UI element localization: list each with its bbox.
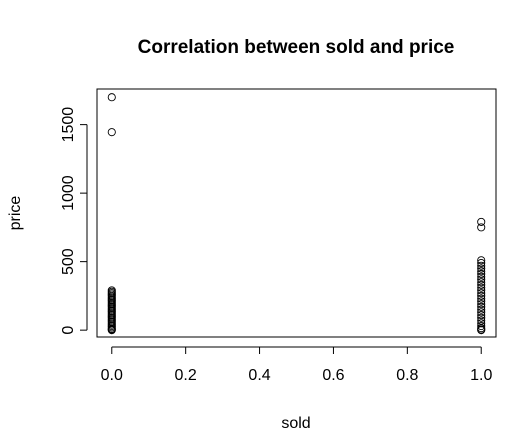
data-point	[477, 280, 486, 289]
y-tick-label: 0	[60, 326, 77, 335]
data-point	[477, 300, 486, 309]
data-point	[477, 289, 486, 298]
x-tick-label: 1.0	[470, 367, 492, 384]
data-point	[477, 278, 486, 287]
data-point	[477, 294, 486, 303]
data-point	[477, 313, 486, 322]
x-tick-label: 0.6	[322, 367, 344, 384]
data-point	[477, 283, 486, 292]
y-axis-label: price	[7, 196, 24, 231]
data-point	[107, 93, 116, 102]
x-tick-label: 0.2	[175, 367, 197, 384]
data-point	[477, 286, 486, 295]
data-point	[477, 223, 486, 232]
data-point	[477, 256, 486, 265]
data-point	[477, 267, 486, 276]
x-axis: 0.0 0.2 0.4 0.6 0.8 1.0	[101, 346, 492, 384]
y-tick-label: 1500	[60, 107, 77, 143]
y-tick-label: 500	[60, 248, 77, 275]
data-point	[477, 258, 486, 268]
data-point	[477, 217, 486, 226]
data-point	[107, 128, 116, 137]
data-point	[477, 326, 486, 335]
x-axis-label: sold	[281, 415, 310, 432]
data-point	[477, 261, 486, 270]
data-point	[477, 308, 486, 317]
data-point	[477, 321, 486, 331]
data-point	[477, 272, 486, 281]
data-point	[477, 305, 486, 314]
plot-area	[96, 88, 497, 338]
data-point	[477, 291, 486, 300]
data-point	[477, 297, 486, 306]
data-point	[477, 302, 486, 311]
x-tick-label: 0.4	[248, 367, 270, 384]
data-point	[477, 264, 486, 273]
data-point	[477, 275, 486, 284]
data-point	[477, 269, 486, 279]
data-point	[477, 311, 486, 320]
y-tick-label: 1000	[60, 175, 77, 211]
data-points	[107, 93, 486, 335]
chart-title: Correlation between sold and price	[138, 37, 455, 58]
y-axis: 0 500 1000 1500	[60, 107, 88, 335]
x-tick-label: 0.8	[396, 367, 418, 384]
x-tick-label: 0.0	[101, 367, 123, 384]
data-point	[107, 326, 116, 335]
